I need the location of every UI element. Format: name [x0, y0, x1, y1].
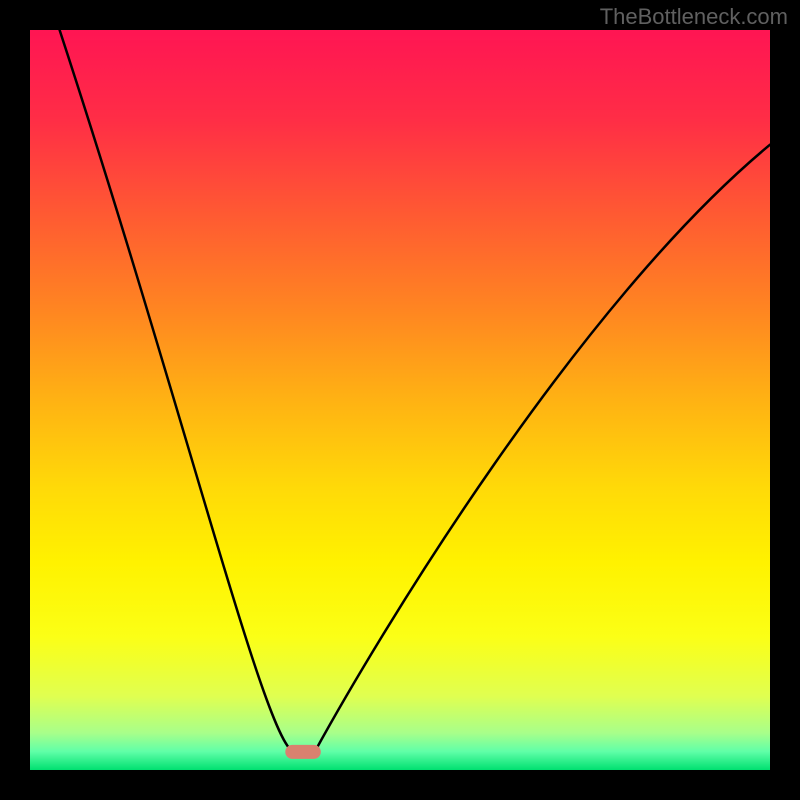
chart-container: TheBottleneck.com — [0, 0, 800, 800]
watermark-text: TheBottleneck.com — [600, 4, 788, 30]
optimum-marker — [285, 745, 321, 759]
chart-svg — [0, 0, 800, 800]
plot-background — [30, 30, 770, 770]
